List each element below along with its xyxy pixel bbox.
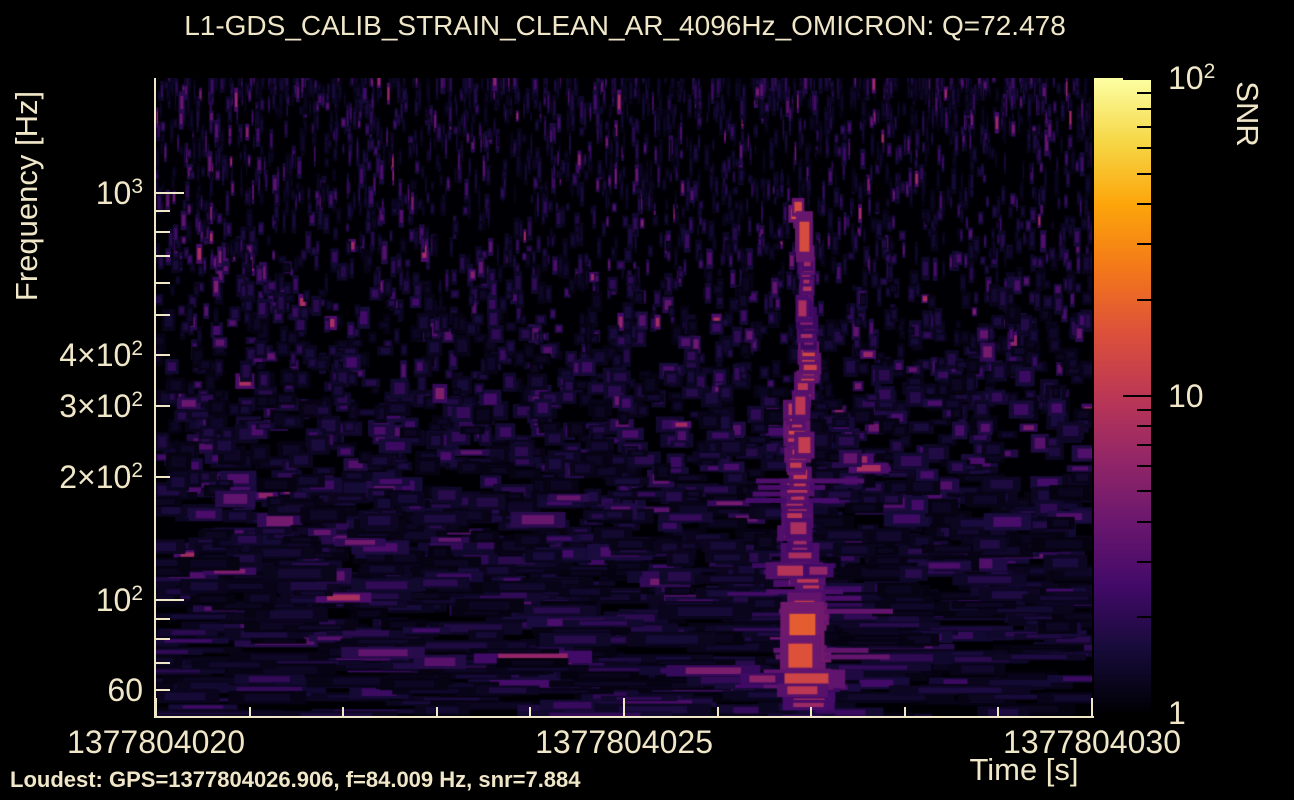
y-axis-spine [154,78,156,718]
y-minor-tick [156,689,170,692]
y-minor-tick [156,353,170,356]
y-minor-tick [156,476,170,479]
y-minor-tick [156,662,170,665]
colorbar-tick-label: 102 [1168,60,1216,96]
colorbar-minor-tick [1137,409,1151,412]
colorbar-minor-tick [1137,172,1151,175]
y-minor-tick [156,254,170,257]
y-tick-label: 4×102 [59,336,143,373]
y-tick-label: 3×102 [59,387,143,424]
colorbar-minor-tick [1137,243,1151,245]
y-minor-tick [156,210,170,213]
x-tick-label: 1377804020 [67,724,245,760]
colorbar-minor-tick [1137,203,1151,206]
colorbar-label: SNR [1230,81,1265,147]
colorbar-minor-tick [1137,147,1151,150]
plot-title: L1-GDS_CALIB_STRAIN_CLEAN_AR_4096Hz_OMIC… [184,10,1066,41]
x-minor-tick [342,707,345,716]
x-major-tick [623,698,625,716]
y-minor-tick [156,314,170,317]
x-minor-tick [435,707,438,716]
y-minor-tick [156,404,170,407]
colorbar-minor-tick [1137,298,1151,301]
x-minor-tick [716,707,719,716]
y-minor-tick [156,617,170,620]
colorbar-minor-tick [1137,616,1151,619]
colorbar-minor-tick [1137,520,1151,523]
colorbar-tick-label: 1 [1168,695,1186,731]
colorbar-minor-tick [1137,443,1151,446]
colorbar-minor-tick [1137,425,1151,428]
colorbar-minor-tick [1137,91,1151,94]
y-tick-label: 102 [95,581,143,618]
x-major-tick [1091,698,1093,716]
x-axis-label: Time [s] [969,752,1079,787]
x-tick-label: 1377804025 [535,724,713,760]
x-tick-label: 1377804030 [1003,724,1181,760]
y-minor-tick [156,282,170,285]
y-major-tick [156,191,184,194]
y-tick-label: 103 [95,174,143,211]
colorbar-major-tick [1123,394,1151,397]
colorbar-major-tick [1123,78,1151,80]
x-minor-tick [248,707,251,716]
colorbar-minor-tick [1137,490,1151,493]
x-axis-spine [154,716,1094,718]
colorbar-minor-tick [1137,464,1151,467]
x-major-tick [155,698,157,716]
colorbar-tick-label: 10 [1168,377,1204,414]
spectrogram-canvas [156,78,1092,718]
y-tick-label: 2×102 [59,459,143,496]
y-minor-tick [156,638,170,641]
x-minor-tick [529,707,532,716]
y-major-tick [156,598,184,601]
colorbar-minor-tick [1137,107,1151,110]
y-tick-label: 60 [107,672,143,709]
colorbar-major-tick [1123,712,1151,714]
colorbar-minor-tick [1137,126,1151,129]
x-minor-tick [810,707,813,716]
x-minor-tick [997,707,1000,716]
y-minor-tick [156,231,170,234]
loudest-event-text: Loudest: GPS=1377804026.906, f=84.009 Hz… [10,767,581,792]
colorbar-minor-tick [1137,560,1151,563]
x-minor-tick [903,707,906,716]
